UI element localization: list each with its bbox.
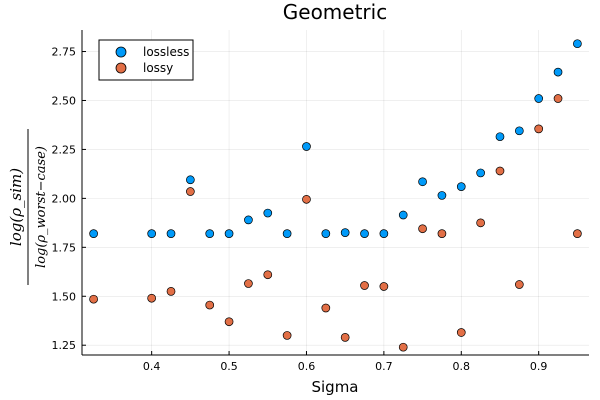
data-point-lossy bbox=[224, 317, 234, 327]
data-point-lossless bbox=[495, 132, 505, 142]
legend-label-lossy: lossy bbox=[143, 61, 173, 75]
data-point-lossless bbox=[89, 229, 98, 238]
data-point-lossless bbox=[398, 210, 408, 220]
y-tick-label: 1.75 bbox=[52, 241, 77, 254]
y-axis-label-numerator: log(ρ_sim) bbox=[7, 168, 25, 246]
data-point-lossy bbox=[379, 282, 389, 291]
axes bbox=[81, 30, 589, 356]
data-point-lossless bbox=[360, 229, 369, 238]
data-point-lossless bbox=[476, 168, 485, 178]
data-point-lossless bbox=[573, 39, 582, 49]
data-point-lossless bbox=[418, 177, 427, 187]
data-point-lossy bbox=[321, 303, 331, 313]
data-point-lossless bbox=[186, 175, 195, 185]
legend-label-lossless: lossless bbox=[143, 45, 189, 59]
data-point-lossy bbox=[418, 224, 427, 234]
data-point-lossy bbox=[495, 166, 505, 176]
x-tick-label: 0.7 bbox=[375, 360, 393, 373]
y-tick-label: 2.00 bbox=[52, 192, 77, 205]
data-point-lossy bbox=[437, 229, 447, 238]
chart-title: Geometric bbox=[283, 0, 387, 24]
legend-marker-lossy bbox=[115, 62, 127, 74]
data-point-lossless bbox=[166, 229, 176, 238]
data-points bbox=[89, 39, 582, 352]
legend: lossless lossy bbox=[98, 39, 194, 81]
data-point-lossy bbox=[302, 195, 311, 204]
x-axis-label: Sigma bbox=[311, 378, 358, 396]
data-point-lossless bbox=[456, 182, 466, 191]
y-tick-label: 2.50 bbox=[52, 94, 77, 107]
data-point-lossy bbox=[398, 342, 408, 352]
y-axis-label-denominator: log(ρ_worst−case) bbox=[34, 146, 49, 268]
data-point-lossy bbox=[360, 281, 369, 290]
data-point-lossy bbox=[476, 218, 485, 228]
data-point-lossy bbox=[456, 328, 466, 337]
data-point-lossless bbox=[147, 229, 157, 238]
x-tick-label: 0.6 bbox=[298, 360, 316, 373]
data-point-lossless bbox=[205, 229, 215, 238]
data-point-lossless bbox=[244, 215, 253, 225]
data-point-lossy bbox=[244, 279, 253, 288]
grid-lines bbox=[82, 30, 589, 355]
data-point-lossy bbox=[263, 270, 273, 280]
data-point-lossy bbox=[573, 229, 582, 238]
data-point-lossless bbox=[379, 229, 389, 238]
data-point-lossless bbox=[514, 126, 524, 136]
data-point-lossy bbox=[514, 280, 524, 289]
legend-box bbox=[98, 39, 194, 81]
x-tick-label: 0.5 bbox=[220, 360, 238, 373]
y-axis-label: log(ρ_sim) log(ρ_worst−case) bbox=[7, 129, 49, 285]
data-point-lossless bbox=[340, 228, 350, 237]
y-tick-label: 2.25 bbox=[52, 143, 77, 156]
y-tick-label: 2.75 bbox=[52, 46, 77, 59]
y-tick-label: 1.50 bbox=[52, 290, 77, 303]
data-point-lossy bbox=[89, 294, 98, 304]
data-point-lossy bbox=[205, 300, 215, 310]
data-point-lossless bbox=[302, 142, 311, 151]
data-point-lossless bbox=[553, 67, 563, 77]
data-point-lossless bbox=[534, 94, 544, 103]
data-point-lossless bbox=[263, 208, 273, 218]
x-tick-label: 0.8 bbox=[453, 360, 471, 373]
data-point-lossy bbox=[282, 331, 292, 340]
data-point-lossy bbox=[166, 287, 176, 296]
legend-marker-lossless bbox=[115, 46, 127, 58]
x-tick-label: 0.9 bbox=[530, 360, 548, 373]
data-point-lossy bbox=[147, 293, 157, 303]
data-point-lossy bbox=[553, 94, 563, 103]
data-point-lossless bbox=[321, 229, 331, 238]
ticks: 0.4 0.5 0.6 0.7 0.8 0.9 1.25 1.50 1.75 2.00 2.25 2.… bbox=[52, 46, 548, 373]
data-point-lossless bbox=[437, 191, 447, 200]
data-point-lossy bbox=[186, 187, 195, 196]
data-point-lossless bbox=[224, 229, 234, 238]
data-point-lossy bbox=[340, 333, 350, 342]
data-point-lossless bbox=[282, 229, 292, 238]
x-tick-label: 0.4 bbox=[143, 360, 161, 373]
data-point-lossy bbox=[534, 124, 544, 134]
y-tick-label: 1.25 bbox=[52, 339, 77, 352]
